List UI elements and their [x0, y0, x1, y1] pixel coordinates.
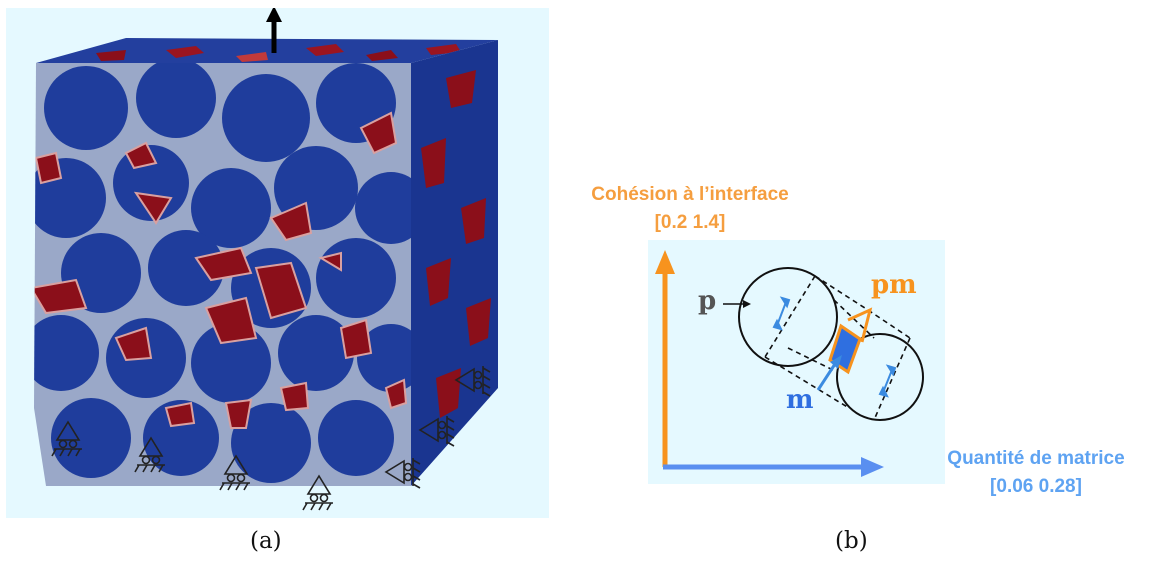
matrix-pointer-arrow	[816, 355, 842, 391]
particle-tag: p	[698, 286, 717, 316]
cohesion-axis-arrow	[655, 250, 675, 467]
roller-support-icon	[51, 366, 491, 511]
particle-circle	[738, 267, 838, 367]
cube-front-face	[34, 63, 411, 486]
x-axis-title: Quantité de matrice	[947, 448, 1125, 469]
y-axis-title: Cohésion à l’interface	[591, 184, 789, 205]
microstructure-cube	[34, 8, 498, 511]
interface-tag: pm	[871, 270, 917, 300]
microstructure-panel	[6, 8, 549, 518]
caption-a: (a)	[250, 528, 282, 554]
caption-b: (b)	[835, 528, 868, 554]
interface-construction-lines	[764, 275, 911, 421]
parameter-space-panel: p m pm	[648, 240, 945, 484]
interface-outline	[847, 307, 873, 343]
particle-circle	[836, 333, 924, 421]
cube-side-face	[411, 40, 498, 486]
matrix-tag: m	[786, 385, 814, 415]
particle-pointer-arrow	[723, 300, 751, 308]
x-axis-range: [0.06 0.28]	[990, 476, 1082, 497]
double-arrow-icon	[772, 296, 897, 398]
matrix-axis-arrow	[663, 457, 884, 477]
parameter-space-diagram	[655, 250, 924, 477]
y-axis-range: [0.2 1.4]	[654, 212, 726, 233]
cube-top-face	[36, 38, 498, 63]
load-arrow-icon	[266, 8, 282, 53]
